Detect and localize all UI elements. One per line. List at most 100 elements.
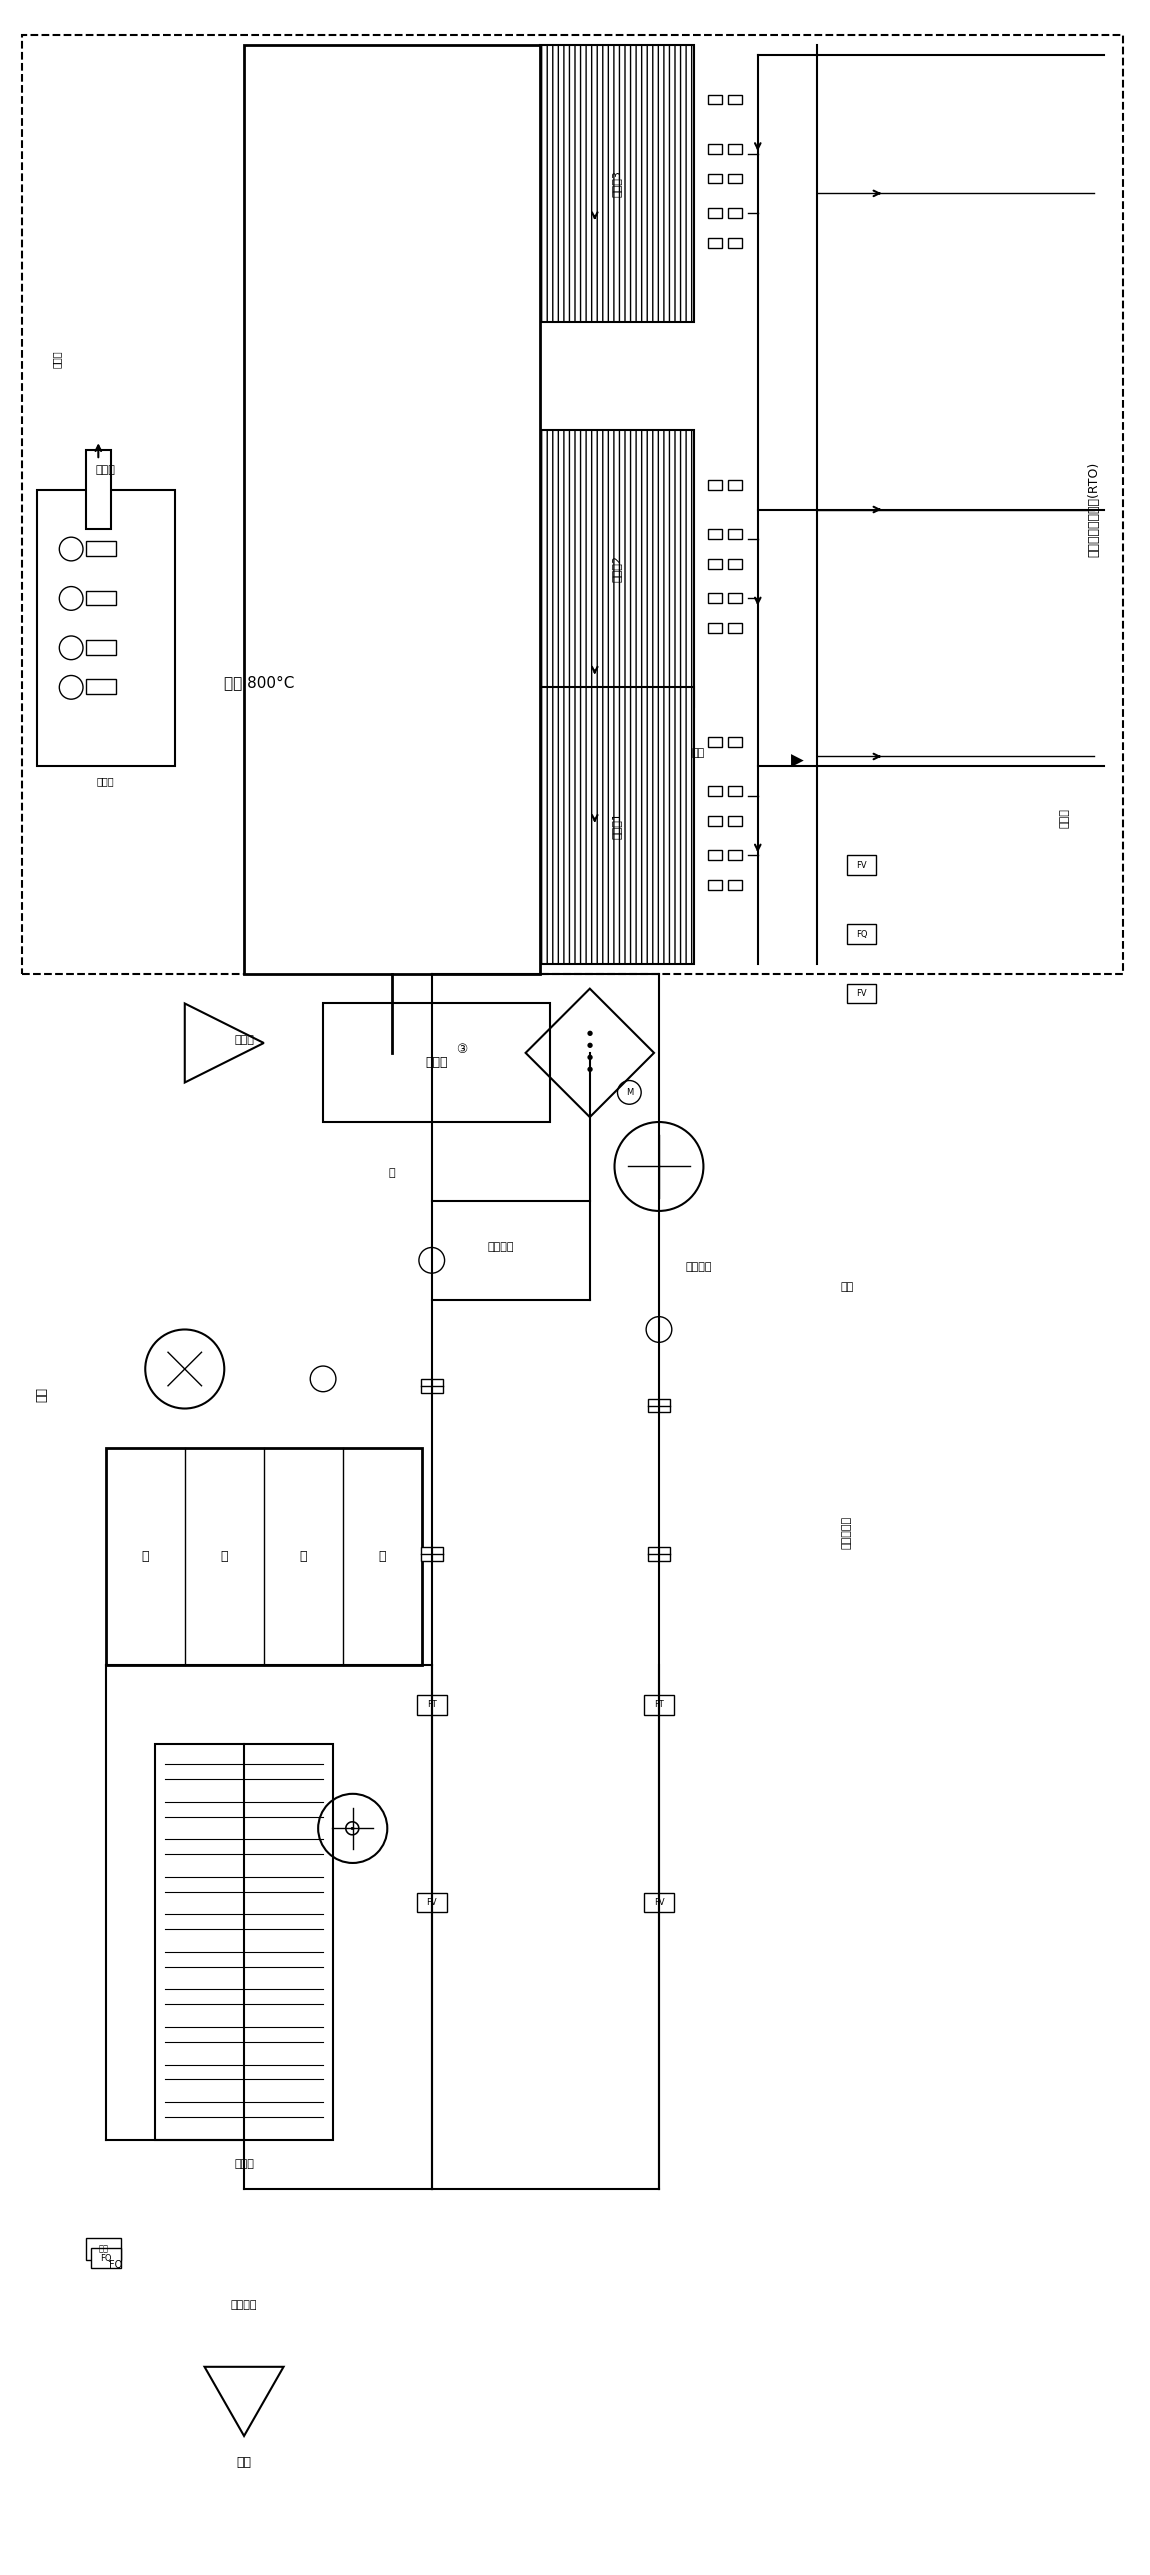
Bar — [728, 816, 742, 827]
Bar — [86, 641, 116, 654]
Text: 废气入口: 废气入口 — [231, 2299, 258, 2310]
Text: FT: FT — [654, 1700, 664, 1710]
Text: 净化气排放: 净化气排放 — [842, 1517, 852, 1548]
Text: 蓄热体2: 蓄热体2 — [612, 556, 622, 582]
Text: 吸: 吸 — [389, 1169, 396, 1179]
Text: 冷却器: 冷却器 — [235, 2160, 254, 2168]
Text: 燃烧机: 燃烧机 — [52, 350, 61, 368]
Bar — [323, 1004, 551, 1123]
Bar — [649, 1398, 669, 1414]
Text: 蓄热式热力氧化炉(RTO): 蓄热式热力氧化炉(RTO) — [1087, 461, 1101, 556]
Bar — [86, 680, 116, 695]
Text: FV: FV — [857, 860, 867, 870]
Bar — [540, 688, 693, 963]
Bar — [417, 1893, 446, 1913]
Text: 脱: 脱 — [299, 1550, 307, 1563]
Bar — [644, 1893, 674, 1913]
Bar — [644, 1694, 674, 1715]
Text: ●: ● — [586, 1053, 593, 1061]
Text: 蓄热体1: 蓄热体1 — [612, 811, 622, 839]
Bar — [728, 530, 742, 538]
Bar — [708, 173, 722, 183]
Text: FQ: FQ — [109, 2261, 122, 2271]
Text: 废气: 废气 — [237, 2457, 252, 2469]
Bar — [728, 209, 742, 219]
Text: 排放口: 排放口 — [1059, 809, 1070, 827]
Text: FQ: FQ — [856, 930, 867, 940]
Bar — [728, 479, 742, 489]
Text: ●: ● — [586, 1066, 593, 1071]
Bar — [417, 1694, 446, 1715]
Text: 吸: 吸 — [141, 1550, 150, 1563]
Text: 新风: 新风 — [692, 749, 705, 760]
Bar — [728, 881, 742, 891]
Bar — [86, 541, 116, 556]
Text: 废气: 废气 — [34, 1388, 48, 1401]
Bar — [421, 1378, 443, 1393]
Bar — [728, 144, 742, 154]
Text: FV: FV — [653, 1898, 665, 1908]
Text: 蓄热体3: 蓄热体3 — [612, 170, 622, 196]
Bar — [649, 1548, 669, 1560]
Text: M: M — [626, 1087, 632, 1097]
Text: 炉温 800°C: 炉温 800°C — [224, 675, 294, 690]
Text: FV: FV — [857, 989, 867, 999]
Bar — [708, 850, 722, 860]
Text: FT: FT — [427, 1700, 437, 1710]
Bar — [540, 46, 693, 322]
Bar — [846, 855, 876, 876]
Bar — [155, 1743, 334, 2140]
Bar — [421, 1548, 443, 1560]
Bar — [244, 46, 540, 973]
Bar — [728, 850, 742, 860]
Bar — [86, 451, 110, 530]
Bar — [106, 1447, 422, 1666]
Text: 冷却风机: 冷却风机 — [685, 1262, 712, 1272]
Bar — [708, 881, 722, 891]
Bar — [728, 559, 742, 569]
Text: 燃烧机: 燃烧机 — [95, 466, 116, 474]
Bar — [708, 95, 722, 106]
Bar — [540, 430, 693, 708]
Bar — [846, 924, 876, 945]
Bar — [22, 36, 1124, 973]
Text: 附: 附 — [378, 1550, 386, 1563]
Text: FQ: FQ — [100, 2253, 112, 2263]
Text: 新风: 新风 — [840, 1282, 853, 1293]
Text: 仪表: 仪表 — [98, 2245, 108, 2253]
Text: ③: ③ — [455, 1043, 467, 1056]
Text: 附: 附 — [221, 1550, 228, 1563]
Text: 净化气: 净化气 — [235, 1035, 254, 1045]
Bar — [728, 173, 742, 183]
Bar — [728, 785, 742, 796]
Bar — [708, 816, 722, 827]
Bar — [708, 592, 722, 603]
Bar — [91, 2248, 121, 2269]
Text: ▶: ▶ — [791, 752, 804, 770]
Text: ●: ● — [586, 1030, 593, 1035]
Bar — [728, 623, 742, 633]
Bar — [708, 559, 722, 569]
Bar — [708, 479, 722, 489]
Bar — [708, 530, 722, 538]
Text: 换热器: 换热器 — [426, 1056, 448, 1069]
Bar — [728, 237, 742, 247]
Text: FV: FV — [427, 1898, 437, 1908]
Text: 控制箱: 控制箱 — [97, 775, 115, 785]
Bar — [708, 736, 722, 747]
Bar — [846, 984, 876, 1004]
Bar — [708, 209, 722, 219]
Bar — [86, 2238, 121, 2261]
Bar — [708, 785, 722, 796]
Bar — [728, 95, 742, 106]
Bar — [728, 736, 742, 747]
Bar — [728, 592, 742, 603]
Bar — [708, 623, 722, 633]
Text: ●: ● — [586, 1043, 593, 1048]
Bar — [86, 590, 116, 605]
Bar — [37, 489, 175, 767]
Bar — [708, 237, 722, 247]
Bar — [708, 144, 722, 154]
Text: 脱附风机: 脱附风机 — [488, 1244, 514, 1251]
Text: ⊙: ⊙ — [344, 1818, 362, 1839]
